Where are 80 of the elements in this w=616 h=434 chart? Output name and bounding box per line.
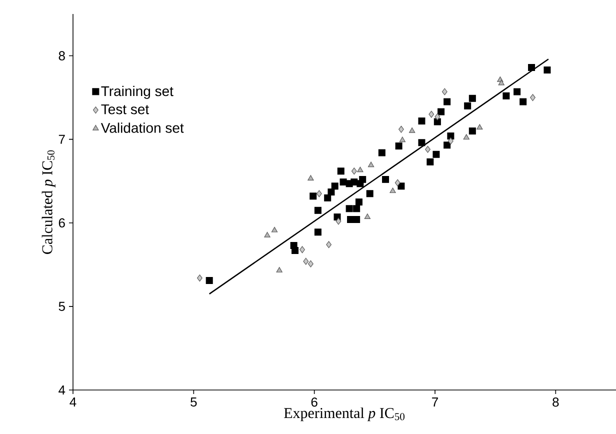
point (357, 166, 364, 172)
y-tick-label: 7 (58, 134, 65, 144)
point (353, 205, 360, 212)
point (336, 218, 342, 225)
point (438, 108, 445, 116)
point (468, 94, 476, 102)
y-axis-title: Calculated p IC$_{50}$ (42, 150, 56, 254)
point (448, 138, 454, 145)
point (399, 136, 406, 142)
y-tick-label: 6 (58, 218, 65, 228)
point (425, 146, 430, 153)
point (264, 232, 270, 238)
point (409, 127, 416, 133)
point (444, 98, 451, 106)
point (418, 117, 426, 124)
x-tick-label: 8 (552, 398, 559, 407)
point (368, 162, 374, 168)
point (359, 176, 366, 183)
point (366, 190, 374, 198)
point (351, 168, 357, 175)
point (463, 134, 470, 140)
x-axis-title: Experimental p IC$_{50}$ (284, 408, 404, 422)
point (337, 168, 344, 175)
point (398, 126, 404, 133)
point (316, 190, 322, 198)
point (292, 246, 299, 254)
point (300, 246, 305, 254)
point (331, 182, 338, 190)
y-tick-label: 5 (58, 302, 65, 311)
point (308, 175, 314, 181)
point (428, 110, 434, 118)
point (498, 80, 504, 86)
point (271, 226, 278, 232)
point (528, 64, 536, 71)
point (434, 118, 441, 126)
point (468, 127, 476, 134)
point (544, 66, 551, 74)
point (447, 132, 454, 140)
point (314, 228, 322, 236)
x-tick-label: 6 (311, 398, 318, 407)
point (426, 158, 434, 166)
point (520, 98, 527, 106)
point (324, 194, 332, 202)
point (530, 94, 536, 102)
point (308, 260, 314, 268)
point (514, 88, 521, 96)
point (350, 178, 358, 186)
point (364, 214, 370, 219)
point (390, 188, 396, 194)
point (303, 258, 309, 265)
point (394, 179, 400, 186)
point (418, 139, 426, 146)
point (444, 142, 451, 149)
legend-label: Training set (101, 86, 174, 99)
point (314, 206, 322, 214)
point (382, 176, 390, 183)
point (355, 198, 362, 206)
point (353, 216, 360, 224)
point (328, 188, 335, 196)
point (326, 241, 332, 248)
x-tick-label: 4 (70, 398, 76, 406)
point (464, 102, 472, 110)
point (432, 150, 440, 158)
legend-label: Test set (101, 104, 150, 114)
x-tick-label: 7 (432, 398, 438, 406)
point (395, 142, 402, 150)
x-tick-label: 5 (190, 398, 197, 407)
point (442, 88, 448, 96)
point (206, 277, 213, 284)
y-tick-label: 8 (58, 51, 65, 60)
legend-label: Validation set (100, 122, 184, 133)
point (346, 205, 353, 212)
point (276, 267, 282, 272)
point (502, 92, 510, 100)
y-tick-label: 4 (58, 386, 66, 394)
point (434, 113, 440, 120)
point (197, 274, 202, 282)
point (378, 149, 386, 156)
point (476, 124, 483, 130)
point (310, 192, 317, 200)
